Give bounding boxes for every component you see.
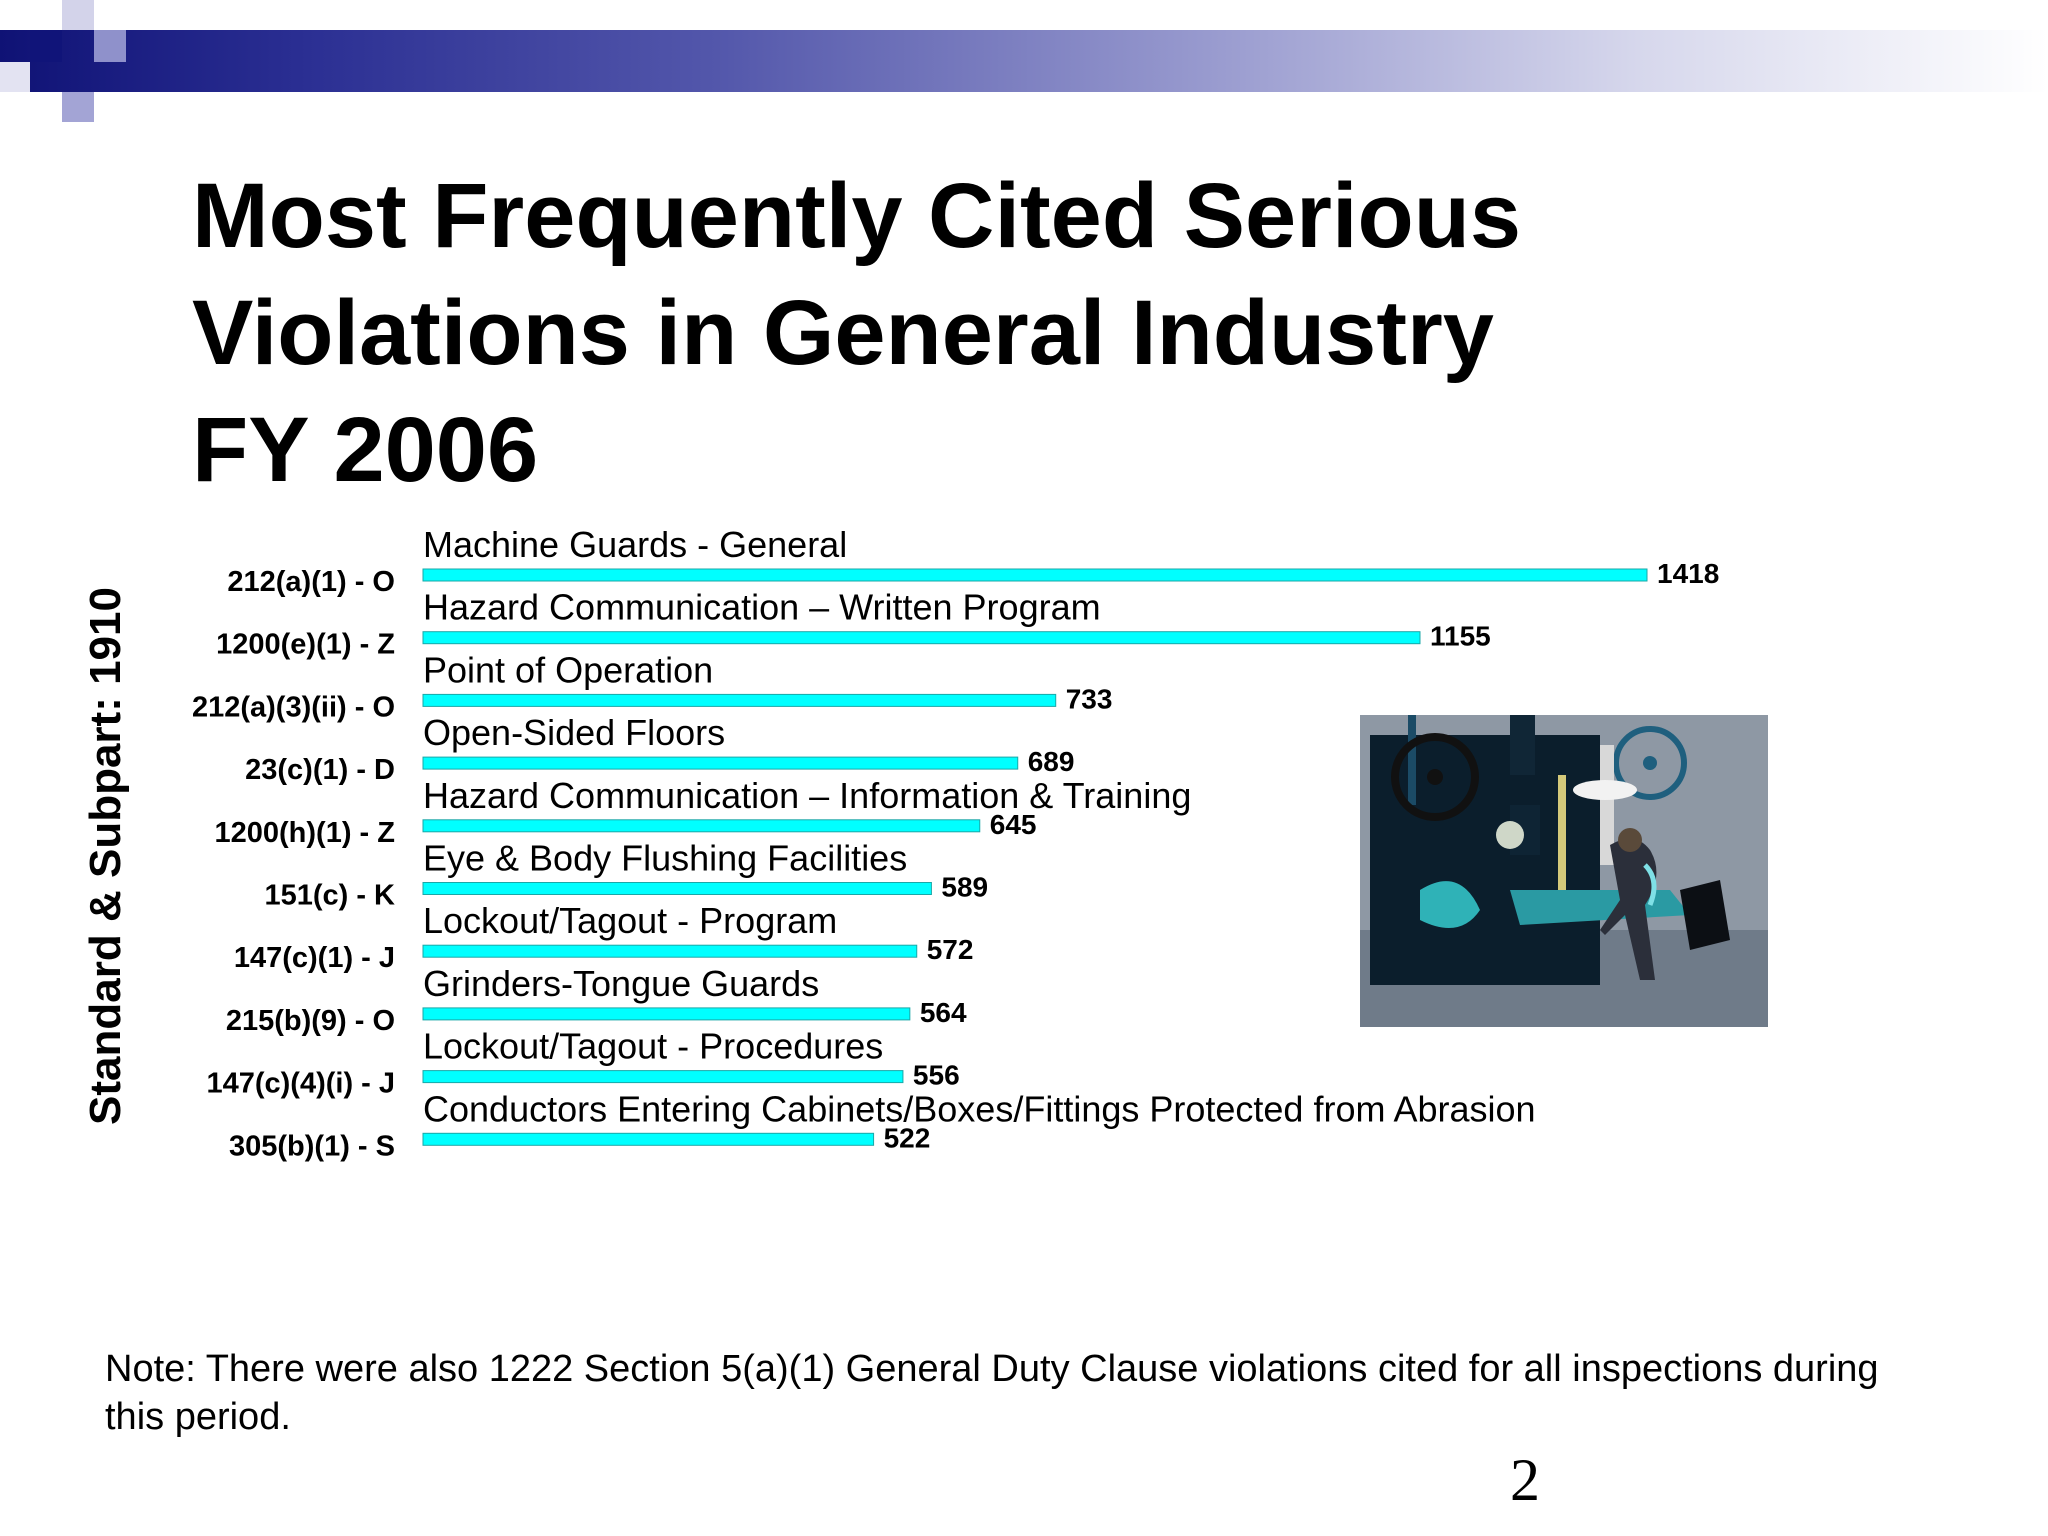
category-label: 147(c)(1) - J xyxy=(234,942,395,974)
bar xyxy=(422,1007,911,1021)
corner-square-light xyxy=(0,62,30,92)
bar xyxy=(422,631,1421,645)
bar-description: Eye & Body Flushing Facilities xyxy=(423,838,907,879)
data-label: 1155 xyxy=(1430,621,1491,652)
data-label: 733 xyxy=(1066,683,1113,714)
bar-description: Open-Sided Floors xyxy=(423,712,725,753)
machine-operator-illustration xyxy=(1360,715,1768,1027)
category-label: 1200(h)(1) - Z xyxy=(215,817,395,849)
category-label: 1200(e)(1) - Z xyxy=(216,629,395,661)
data-label: 564 xyxy=(920,997,967,1028)
data-label: 522 xyxy=(884,1122,931,1153)
category-label: 305(b)(1) - S xyxy=(229,1130,395,1162)
title-band xyxy=(0,30,2048,92)
category-label: 147(c)(4)(i) - J xyxy=(206,1068,395,1100)
bar xyxy=(422,1070,904,1084)
corner-square-light xyxy=(62,0,94,30)
data-label: 1418 xyxy=(1657,558,1719,589)
data-label: 589 xyxy=(941,872,988,903)
bar-description: Hazard Communication – Written Program xyxy=(423,587,1101,628)
category-label: 215(b)(9) - O xyxy=(226,1005,395,1037)
bar-description: Conductors Entering Cabinets/Boxes/Fitti… xyxy=(423,1088,1536,1129)
category-label: 23(c)(1) - D xyxy=(245,754,395,786)
bar xyxy=(422,756,1019,770)
bar xyxy=(422,568,1648,582)
bar xyxy=(422,1132,875,1146)
title-line: FY 2006 xyxy=(192,399,539,501)
page-number: 2 xyxy=(1510,1447,1540,1513)
bar-description: Lockout/Tagout - Procedures xyxy=(423,1026,883,1067)
bar xyxy=(422,944,918,958)
data-label: 689 xyxy=(1028,746,1075,777)
bar xyxy=(422,819,981,833)
slide-title: Most Frequently Cited Serious Violations… xyxy=(192,158,1792,509)
bar-description: Machine Guards - General xyxy=(423,524,847,565)
bar-chart: 1418 Machine Guards - General 212(a)(1) - … xyxy=(192,524,1719,1162)
corner-square-dark xyxy=(30,30,62,62)
bar xyxy=(422,693,1057,707)
data-label: 645 xyxy=(990,809,1037,840)
category-label: 212(a)(1) - O xyxy=(227,566,395,598)
corner-square-mid xyxy=(62,92,94,122)
bar-description: Grinders-Tongue Guards xyxy=(423,963,819,1004)
data-label: 556 xyxy=(913,1060,960,1091)
data-label: 572 xyxy=(927,934,974,965)
category-label: 151(c) - K xyxy=(264,880,395,912)
footnote: Note: There were also 1222 Section 5(a)(… xyxy=(105,1348,1879,1438)
category-label: 212(a)(3)(ii) - O xyxy=(192,691,395,723)
title-line: Most Frequently Cited Serious xyxy=(192,165,1522,267)
title-line: Violations in General Industry xyxy=(192,282,1494,384)
bar-description: Hazard Communication – Information & Tra… xyxy=(423,775,1191,816)
bar xyxy=(422,882,932,895)
bar-description: Point of Operation xyxy=(423,649,713,690)
bar-description: Lockout/Tagout - Program xyxy=(423,900,837,941)
corner-square-mid xyxy=(94,30,126,62)
